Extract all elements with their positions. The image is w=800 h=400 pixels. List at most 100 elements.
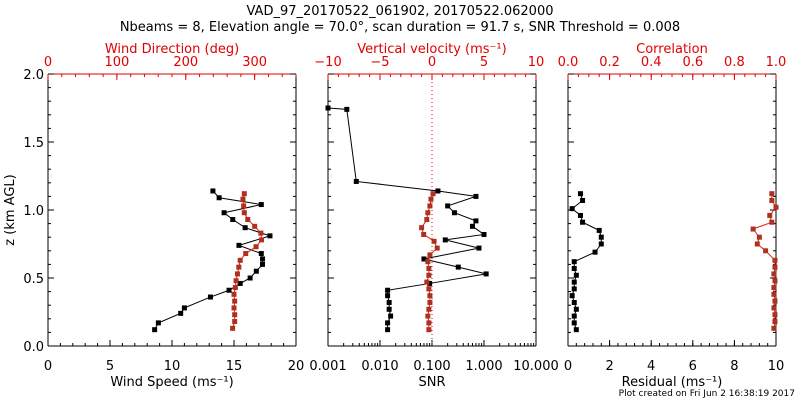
top-axis-label: Wind Direction (deg) <box>105 42 239 57</box>
data-point <box>769 219 775 225</box>
top-tick-label: 0.6 <box>682 55 703 70</box>
top-axis-label: Vertical velocity (ms⁻¹) <box>357 42 506 57</box>
data-point <box>226 287 232 293</box>
data-point <box>571 320 577 326</box>
data-point <box>385 327 391 333</box>
data-point <box>242 225 248 231</box>
data-point <box>426 320 432 326</box>
data-point <box>481 231 487 237</box>
data-point <box>230 325 236 331</box>
x-tick-label: 0.010 <box>361 359 398 374</box>
top-tick-label: −10 <box>314 55 341 70</box>
data-point <box>580 197 586 203</box>
data-point <box>569 293 575 299</box>
data-point <box>580 219 586 225</box>
top-tick-label: 300 <box>242 55 267 70</box>
data-point <box>442 237 448 243</box>
data-point <box>241 210 247 216</box>
y-tick-label: 1.0 <box>23 204 44 219</box>
data-point <box>573 272 579 278</box>
data-point <box>221 210 227 216</box>
data-point <box>421 256 427 262</box>
data-point <box>571 259 577 265</box>
plot-created-footer: Plot created on Fri Jun 2 16:38:19 2017 <box>619 389 795 399</box>
data-point <box>473 193 479 199</box>
series-line-wind-direction <box>232 193 263 329</box>
data-point <box>469 223 475 229</box>
data-point <box>425 210 431 216</box>
x-tick-label: 0 <box>564 359 572 374</box>
data-point <box>421 231 427 237</box>
data-point <box>426 265 432 271</box>
data-point <box>573 306 579 312</box>
data-point <box>769 191 775 197</box>
data-point <box>577 212 583 218</box>
data-point <box>231 291 237 297</box>
data-point <box>210 188 216 194</box>
data-point <box>232 285 238 291</box>
top-tick-label: 5 <box>480 55 488 70</box>
top-tick-label: 200 <box>173 55 198 70</box>
data-point <box>344 106 350 112</box>
data-point <box>571 286 577 292</box>
data-point <box>451 210 457 216</box>
data-point <box>240 196 246 202</box>
data-point <box>596 227 602 233</box>
data-point <box>772 264 778 270</box>
data-point <box>772 312 778 318</box>
series-line-wind-speed <box>154 190 272 330</box>
data-point <box>434 245 440 251</box>
data-point <box>353 178 359 184</box>
data-point <box>260 261 266 267</box>
data-point <box>772 257 778 263</box>
data-point <box>598 234 604 240</box>
data-point <box>473 218 479 224</box>
x-tick-label: 6 <box>689 359 697 374</box>
y-tick-label: 1.5 <box>23 136 44 151</box>
x-axis-label: Wind Speed (ms⁻¹) <box>110 375 233 390</box>
x-axis-label: SNR <box>418 375 445 390</box>
data-point <box>253 244 259 250</box>
data-point <box>425 259 431 265</box>
data-point <box>241 203 247 209</box>
data-point <box>232 312 238 318</box>
data-point <box>216 195 222 201</box>
data-point <box>772 298 778 304</box>
data-point <box>769 197 775 203</box>
data-point <box>427 280 433 286</box>
data-point <box>152 327 158 333</box>
data-point <box>592 249 598 255</box>
data-point <box>771 285 777 291</box>
data-point <box>767 212 773 218</box>
data-point <box>426 286 432 292</box>
data-point <box>231 305 237 311</box>
data-point <box>325 105 331 111</box>
x-tick-label: 10 <box>164 359 181 374</box>
data-point <box>425 313 431 319</box>
data-point <box>236 264 242 270</box>
x-tick-label: 2 <box>605 359 613 374</box>
data-point <box>155 320 161 326</box>
top-tick-label: 0.2 <box>599 55 620 70</box>
x-axis-label: Residual (ms⁻¹) <box>622 375 723 390</box>
data-point <box>426 272 432 278</box>
data-point <box>431 238 437 244</box>
data-point <box>207 294 213 300</box>
data-point <box>178 310 184 316</box>
data-point <box>385 287 391 293</box>
data-point <box>476 245 482 251</box>
data-point <box>237 280 243 286</box>
data-point <box>445 203 451 209</box>
data-point <box>258 251 264 257</box>
data-point <box>424 279 430 285</box>
data-point <box>419 225 425 231</box>
data-point <box>427 293 433 299</box>
data-point <box>428 196 434 202</box>
data-point <box>426 327 432 333</box>
x-tick-label: 10 <box>768 359 785 374</box>
data-point <box>763 248 769 254</box>
top-axis-label: Correlation <box>636 42 708 57</box>
data-point <box>386 299 392 305</box>
top-tick-label: 0 <box>44 55 52 70</box>
